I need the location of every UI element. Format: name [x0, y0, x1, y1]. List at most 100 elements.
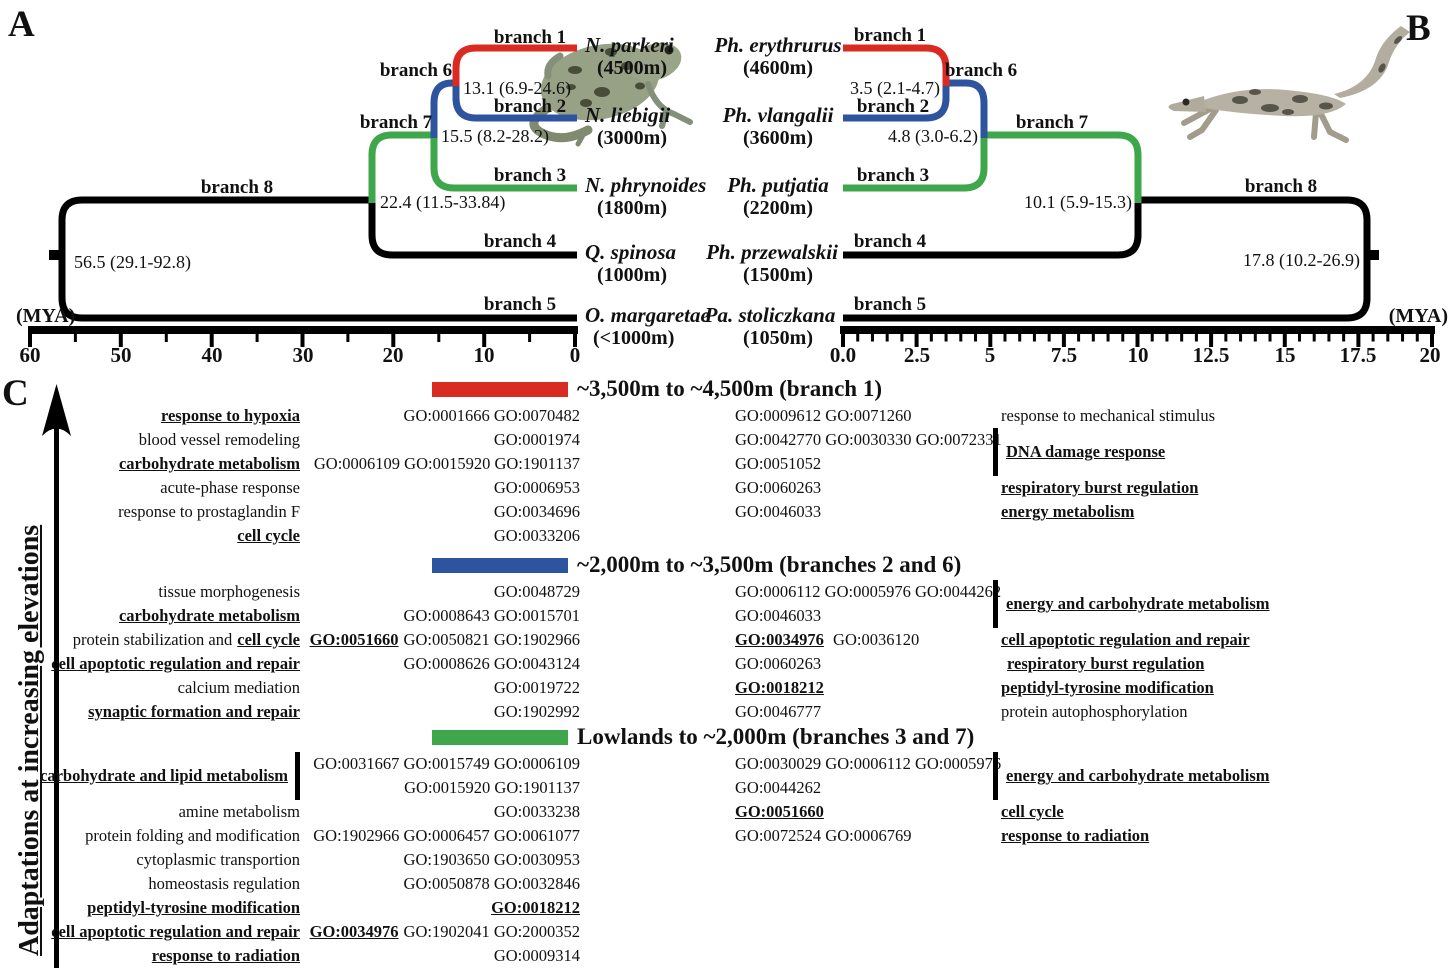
go-codes: GO:0060263	[735, 654, 822, 673]
go-codes: GO:0006112 GO:0005976 GO:0044262	[735, 582, 1002, 601]
tree-a	[49, 44, 577, 322]
go-category-label: carbohydrate metabolism	[118, 454, 300, 473]
tick-label: 0.0	[830, 343, 856, 367]
lizard-image	[1168, 26, 1410, 143]
go-codes: GO:0006109 GO:0015920 GO:1901137	[313, 454, 580, 473]
label-plain-part: protein stabilization and	[72, 630, 233, 649]
tick-label: 7.5	[1051, 343, 1077, 367]
branch-label: branch 8	[1245, 176, 1317, 197]
go-category-label: DNA damage response	[993, 428, 1450, 476]
go-category-label: energy and carbohydrate metabolism	[993, 580, 1450, 628]
node-age: 17.8 (10.2-26.9)	[1243, 250, 1360, 271]
go-grid: response to hypoxia GO:0001666 GO:007048…	[55, 404, 1450, 548]
tick-label: 17.5	[1340, 343, 1377, 367]
block-header: ~3,500m to ~4,500m (branch 1)	[55, 376, 1450, 402]
go-codes: GO:0008626 GO:0043124	[403, 654, 580, 673]
go-codes: GO:1902966 GO:0006457 GO:0061077	[313, 826, 580, 845]
go-codes: GO:1903650 GO:0030953	[403, 850, 580, 869]
go-grid: carbohydrate and lipid metabolism GO:003…	[40, 752, 1450, 968]
go-category-label: protein autophosphorylation	[1001, 702, 1188, 721]
species-elevation: (2200m)	[743, 197, 813, 219]
go-code-plain: GO:1902041 GO:2000352	[403, 922, 580, 941]
elevation-color-bar-blue	[432, 557, 568, 573]
panel-a-label: A	[8, 4, 35, 45]
go-category-label: carbohydrate metabolism	[118, 606, 300, 625]
time-axis-b: (MYA) 0.0 2.5 5 7.5 10 12.5 15 17.5 20	[830, 305, 1448, 367]
tick-label: 60	[20, 343, 41, 367]
go-codes: GO:0060263	[735, 478, 822, 497]
node-age: 13.1 (6.9-24.6)	[463, 78, 571, 99]
go-codes: GO:0009612 GO:0071260	[735, 406, 912, 425]
branch-label: branch 1	[494, 27, 566, 48]
species-elevation: (4600m)	[743, 57, 813, 79]
go-category-label: cell apoptotic regulation and repair	[51, 922, 300, 941]
go-code-plain: GO:0050821 GO:1902966	[403, 630, 580, 649]
label-bold-part: cell cycle	[237, 630, 300, 649]
go-codes: GO:0042770 GO:0030330 GO:0072331	[735, 430, 1002, 449]
go-codes: GO:0051660 GO:0050821 GO:1902966	[300, 628, 580, 652]
axis-unit-b: (MYA)	[1389, 305, 1448, 327]
tick-label: 20	[383, 343, 404, 367]
go-codes: GO:0050878 GO:0032846	[403, 874, 580, 893]
go-grid: tissue morphogenesis GO:0048729 GO:00061…	[51, 580, 1450, 724]
species-name: N. liebigii	[584, 103, 670, 127]
branch-label: branch 2	[494, 96, 566, 117]
go-category-label: response to mechanical stimulus	[1001, 406, 1215, 425]
go-category-label: response to radiation	[1001, 826, 1150, 845]
go-category-label: cytoplasmic transportion	[136, 850, 300, 869]
go-category-label: response to prostaglandin F	[118, 502, 300, 521]
node-age: 22.4 (11.5-33.84)	[380, 192, 505, 213]
go-category-label: homeostasis regulation	[148, 874, 300, 893]
go-codes: GO:0001974	[493, 430, 580, 449]
go-category-label: energy metabolism	[1001, 502, 1135, 521]
branch-label: branch 5	[854, 294, 926, 315]
branch-label: branch 4	[854, 231, 927, 252]
go-codes: GO:0034696	[493, 502, 580, 521]
elevation-arrow	[42, 384, 71, 968]
panel-b-label: B	[1406, 8, 1431, 49]
species-name: Ph. putjatia	[726, 173, 829, 197]
root-node-marker-b	[1369, 250, 1379, 260]
node-age: 10.1 (5.9-15.3)	[1024, 192, 1132, 213]
species-name: O. margaretae	[585, 303, 710, 327]
tree-b	[843, 44, 1379, 322]
arrow-head	[42, 384, 71, 436]
go-codes: GO:0034976 GO:0036120	[735, 628, 993, 652]
species-elevation: (1050m)	[743, 327, 813, 349]
go-category-label: cell cycle	[237, 526, 300, 545]
branch-label: branch 2	[857, 96, 929, 117]
species-elevation: (1000m)	[597, 264, 667, 286]
branch-label: branch 4	[484, 231, 557, 252]
go-category-label: tissue morphogenesis	[158, 582, 300, 601]
go-codes: GO:0044262	[735, 778, 822, 797]
go-category-label: amine metabolism	[178, 802, 300, 821]
go-category-label: cell apoptotic regulation and repair	[1001, 630, 1250, 649]
species-elevation: (4500m)	[597, 57, 667, 79]
elevation-color-bar-red	[432, 381, 568, 397]
go-codes: GO:0046033	[735, 606, 822, 625]
go-codes: GO:0009314	[493, 946, 580, 965]
branch-label: branch 6	[945, 60, 1017, 81]
tick-label: 12.5	[1193, 343, 1230, 367]
node-age: 56.5 (29.1-92.8)	[74, 252, 191, 273]
go-codes: GO:0018212	[735, 678, 824, 697]
block-header: ~2,000m to ~3,500m (branches 2 and 6)	[55, 552, 1450, 578]
tick-label: 5	[985, 343, 996, 367]
go-code-bold: GO:0034976	[735, 630, 824, 649]
species-name: Ph. vlangalii	[722, 103, 834, 127]
node-age: 4.8 (3.0-6.2)	[888, 126, 978, 147]
tick-label: 10	[1128, 343, 1149, 367]
species-name: Q. spinosa	[585, 240, 676, 264]
go-codes: GO:0030029 GO:0006112 GO:0005976	[735, 754, 1002, 773]
axis-unit-a: (MYA)	[16, 305, 75, 327]
block-title: ~3,500m to ~4,500m (branch 1)	[577, 376, 883, 401]
go-codes: GO:0031667 GO:0015749 GO:0006109	[313, 754, 580, 773]
go-code-plain: GO:0036120	[833, 630, 920, 649]
root-node-marker-a	[49, 250, 59, 260]
go-category-label: blood vessel remodeling	[138, 430, 300, 449]
tick-label: 40	[202, 343, 223, 367]
species-elevation: (1800m)	[597, 197, 667, 219]
block-title: Lowlands to ~2,000m (branches 3 and 7)	[577, 724, 975, 749]
branch-label: branch 7	[1016, 112, 1089, 133]
species-name: N. parkeri	[584, 33, 674, 57]
